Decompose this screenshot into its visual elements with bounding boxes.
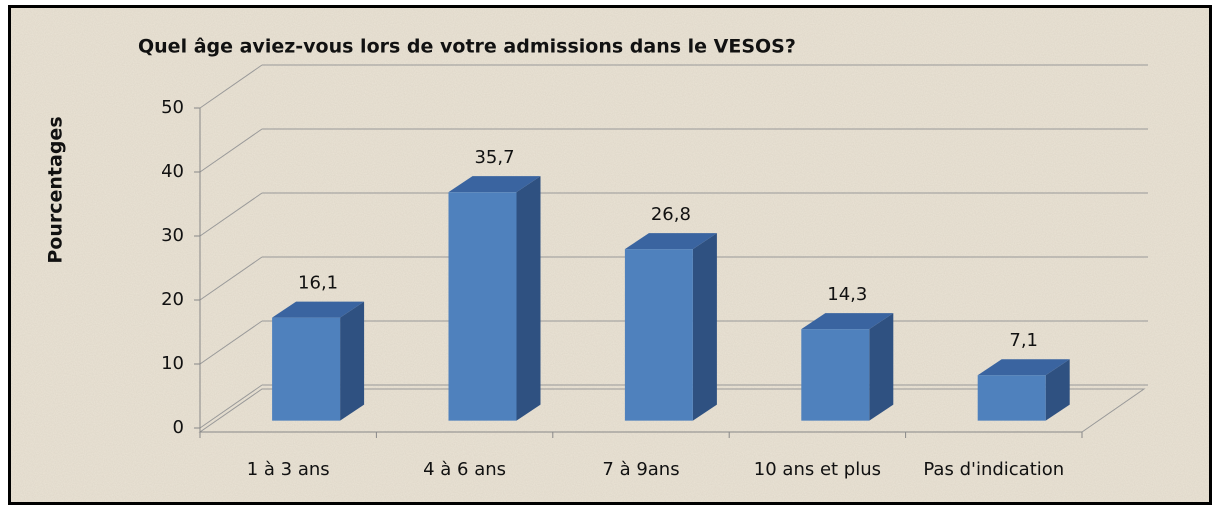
y-tick-label: 50 <box>161 97 184 118</box>
bar-side <box>1045 359 1070 421</box>
value-label: 16,1 <box>298 273 338 294</box>
bar <box>272 317 341 421</box>
bar <box>448 192 517 421</box>
bar <box>977 375 1046 421</box>
grid-line-side <box>199 128 263 173</box>
value-label: 35,7 <box>474 147 514 168</box>
x-tick-label: Pas d'indication <box>923 459 1064 480</box>
grid-line-side <box>199 320 263 365</box>
bar-top <box>801 313 894 330</box>
value-label: 7,1 <box>1009 330 1038 351</box>
grid-line-side <box>199 256 263 301</box>
bar-top <box>624 233 717 250</box>
bar-top <box>448 176 541 193</box>
grid-line-side <box>199 64 263 109</box>
chart-title: Quel âge aviez-vous lors de votre admiss… <box>138 36 796 58</box>
x-tick-label: 1 à 3 ans <box>247 459 330 480</box>
bar <box>624 249 693 421</box>
grid-line-side <box>199 192 263 237</box>
y-tick-label: 30 <box>161 225 184 246</box>
bar-side <box>340 301 365 421</box>
y-tick-label: 20 <box>161 289 184 310</box>
bar-side <box>516 176 541 421</box>
value-label: 26,8 <box>651 204 691 225</box>
grid-line-side <box>199 384 263 429</box>
bar-side <box>692 233 717 421</box>
background-texture <box>8 5 1212 505</box>
bar <box>801 329 870 421</box>
bar-top <box>977 359 1070 376</box>
value-label: 14,3 <box>827 284 867 305</box>
x-tick-label: 7 à 9ans <box>602 459 679 480</box>
y-tick-label: 10 <box>161 353 184 374</box>
bar-top <box>272 301 365 318</box>
y-tick-label: 0 <box>173 417 184 438</box>
y-axis-label: Pourcentages <box>45 116 67 263</box>
x-tick-label: 4 à 6 ans <box>423 459 506 480</box>
x-tick-label: 10 ans et plus <box>754 459 881 480</box>
chart-border <box>8 5 1212 505</box>
y-tick-label: 40 <box>161 161 184 182</box>
bar-side <box>869 313 894 421</box>
